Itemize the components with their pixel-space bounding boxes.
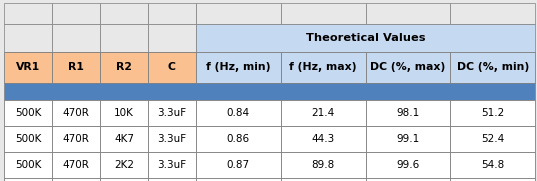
Text: DC (%, min): DC (%, min) xyxy=(457,62,529,72)
Bar xyxy=(52,100,100,126)
Bar xyxy=(148,52,196,83)
Bar xyxy=(366,178,451,181)
Text: 3.3uF: 3.3uF xyxy=(157,134,186,144)
Bar xyxy=(366,126,451,152)
Bar xyxy=(4,100,52,126)
Bar xyxy=(366,3,451,24)
Text: f (Hz, min): f (Hz, min) xyxy=(206,62,271,72)
Text: 500K: 500K xyxy=(15,108,41,118)
Bar xyxy=(281,100,366,126)
Text: 2K2: 2K2 xyxy=(114,160,134,170)
Bar xyxy=(196,24,535,52)
Bar xyxy=(281,152,366,178)
Bar xyxy=(148,100,196,126)
Bar xyxy=(52,126,100,152)
Bar xyxy=(52,3,100,24)
Bar xyxy=(100,126,148,152)
Text: 500K: 500K xyxy=(15,160,41,170)
Bar xyxy=(451,152,535,178)
Bar xyxy=(4,152,52,178)
Bar xyxy=(366,100,451,126)
Bar xyxy=(100,100,148,126)
Bar xyxy=(281,3,366,24)
Bar xyxy=(196,152,281,178)
Bar xyxy=(196,3,281,24)
Text: 470R: 470R xyxy=(63,160,90,170)
Text: 52.4: 52.4 xyxy=(481,134,504,144)
Text: 10K: 10K xyxy=(114,108,134,118)
Bar xyxy=(52,178,100,181)
Bar xyxy=(281,52,366,83)
Bar xyxy=(196,52,281,83)
Text: 3.3uF: 3.3uF xyxy=(157,108,186,118)
Text: 3.3uF: 3.3uF xyxy=(157,160,186,170)
Bar xyxy=(52,152,100,178)
Bar xyxy=(148,3,196,24)
Bar xyxy=(281,178,366,181)
Text: 44.3: 44.3 xyxy=(311,134,335,144)
Text: 21.4: 21.4 xyxy=(311,108,335,118)
Text: 500K: 500K xyxy=(15,134,41,144)
Text: R1: R1 xyxy=(68,62,84,72)
Bar xyxy=(451,3,535,24)
Bar xyxy=(4,126,52,152)
Text: Theoretical Values: Theoretical Values xyxy=(306,33,425,43)
Bar xyxy=(196,100,281,126)
Text: 99.1: 99.1 xyxy=(396,134,419,144)
Bar xyxy=(196,178,281,181)
Bar xyxy=(366,52,451,83)
Text: 51.2: 51.2 xyxy=(481,108,504,118)
Bar xyxy=(100,52,148,83)
Text: 0.86: 0.86 xyxy=(227,134,250,144)
Text: 54.8: 54.8 xyxy=(481,160,504,170)
Bar xyxy=(148,152,196,178)
Bar xyxy=(366,152,451,178)
Bar xyxy=(4,178,52,181)
Bar xyxy=(100,152,148,178)
Bar xyxy=(281,126,366,152)
Bar xyxy=(148,24,196,52)
Bar xyxy=(148,178,196,181)
Bar xyxy=(4,24,52,52)
Bar xyxy=(451,100,535,126)
Text: 470R: 470R xyxy=(63,108,90,118)
Text: R2: R2 xyxy=(116,62,132,72)
Text: C: C xyxy=(168,62,176,72)
Bar xyxy=(4,52,52,83)
Text: VR1: VR1 xyxy=(16,62,40,72)
Bar xyxy=(196,126,281,152)
Text: 0.87: 0.87 xyxy=(227,160,250,170)
Text: 4K7: 4K7 xyxy=(114,134,134,144)
Text: 470R: 470R xyxy=(63,134,90,144)
Bar xyxy=(100,178,148,181)
Text: DC (%, max): DC (%, max) xyxy=(371,62,446,72)
Text: 99.6: 99.6 xyxy=(396,160,419,170)
Bar xyxy=(451,178,535,181)
Text: 0.84: 0.84 xyxy=(227,108,250,118)
Bar xyxy=(148,126,196,152)
Bar xyxy=(52,52,100,83)
Text: f (Hz, max): f (Hz, max) xyxy=(289,62,357,72)
Bar xyxy=(451,52,535,83)
Bar xyxy=(52,24,100,52)
Bar xyxy=(4,3,52,24)
Bar xyxy=(4,83,535,100)
Bar xyxy=(100,24,148,52)
Text: 98.1: 98.1 xyxy=(396,108,419,118)
Bar xyxy=(100,3,148,24)
Text: 89.8: 89.8 xyxy=(311,160,335,170)
Bar xyxy=(451,126,535,152)
